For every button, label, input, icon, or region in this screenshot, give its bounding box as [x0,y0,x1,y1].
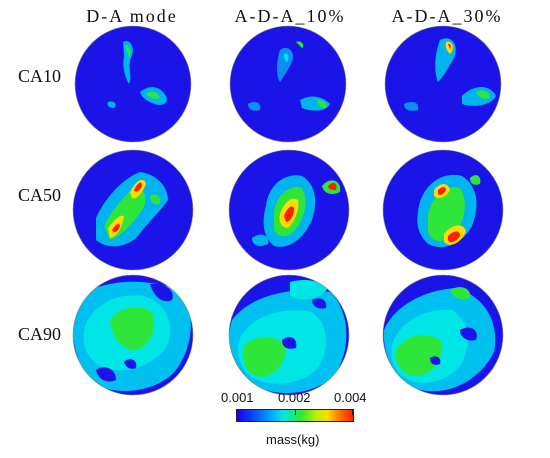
contour-ca50-ada-30 [383,150,503,270]
contour-ca50-ada-10 [229,150,349,270]
contour-ca90-ada-30 [383,275,503,395]
legend-title: mass(kg) [266,432,320,447]
colorbar-tick-max [352,410,353,415]
legend-tick-mid: 0.002 [278,390,311,405]
legend-tick-min: 0.001 [221,390,254,405]
row-label-ca50: CA50 [18,185,62,205]
column-header-da-mode: D-A mode [86,6,178,26]
colorbar-tick-min [237,410,238,415]
contour-ca90-ada-10 [229,275,349,395]
contour-ca10-ada-30 [385,26,501,142]
colorbar [236,409,354,422]
contour-grid [72,25,504,396]
row-label-ca10: CA10 [18,66,62,86]
colorbar-tick-mid [295,410,296,415]
contour-ca10-da-mode [75,26,191,142]
contour-ca90-da-mode [73,275,193,395]
column-header-ada-10: A-D-A_10% [234,6,346,26]
column-header-ada-30: A-D-A_30% [391,6,503,26]
legend-tick-max: 0.004 [334,390,367,405]
row-label-ca90: CA90 [18,324,62,344]
contour-ca10-ada-10 [230,26,346,142]
contour-ca50-da-mode [73,150,193,270]
